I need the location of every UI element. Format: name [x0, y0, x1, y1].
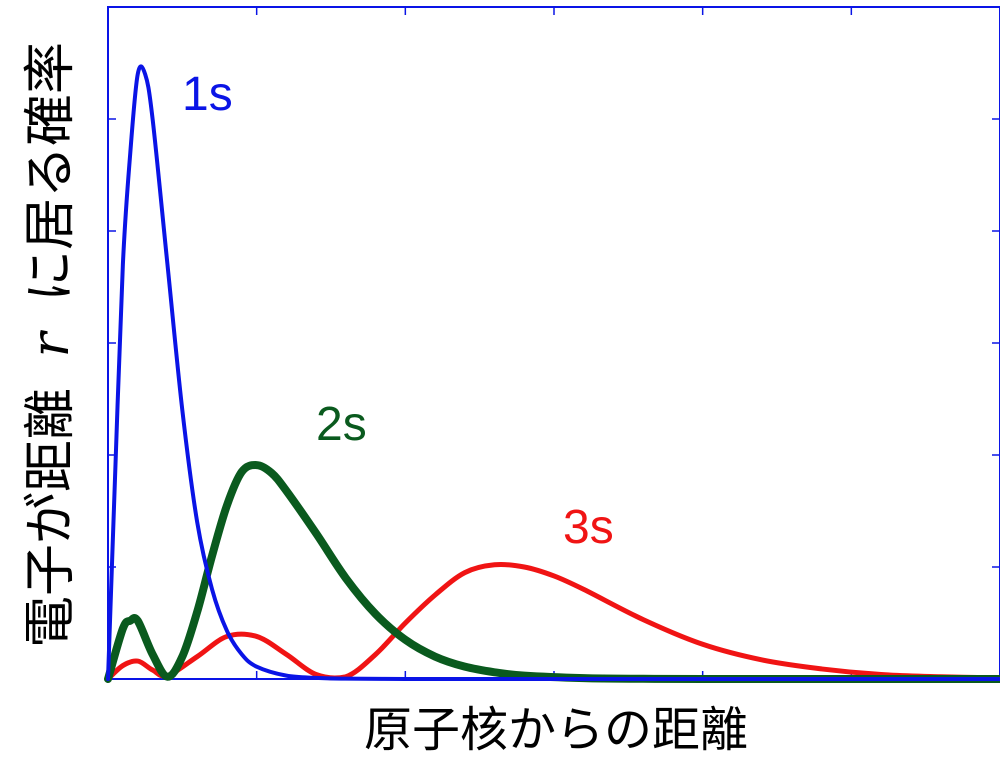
- y-axis-label-part-1: 電子が距離: [21, 388, 81, 648]
- series-label-2s: 2s: [316, 398, 367, 451]
- series-line-2s: [104, 461, 1000, 684]
- x-axis-label: 原子核からの距離: [364, 702, 748, 758]
- series-line-1s: [106, 64, 1000, 682]
- series-group: [104, 64, 1000, 684]
- series-line-3s: [105, 561, 1000, 682]
- y-axis-label-text: 電子が距離 r に居る確率: [21, 42, 81, 648]
- y-axis-label: 電子が距離 r に居る確率: [21, 42, 81, 648]
- y-axis-label-part-2: に居る確率: [21, 42, 81, 302]
- series-label-3s: 3s: [563, 501, 614, 554]
- plot-area: [104, 6, 1000, 684]
- series-label-1s: 1s: [182, 68, 233, 121]
- y-axis-label-variable: r: [21, 329, 81, 357]
